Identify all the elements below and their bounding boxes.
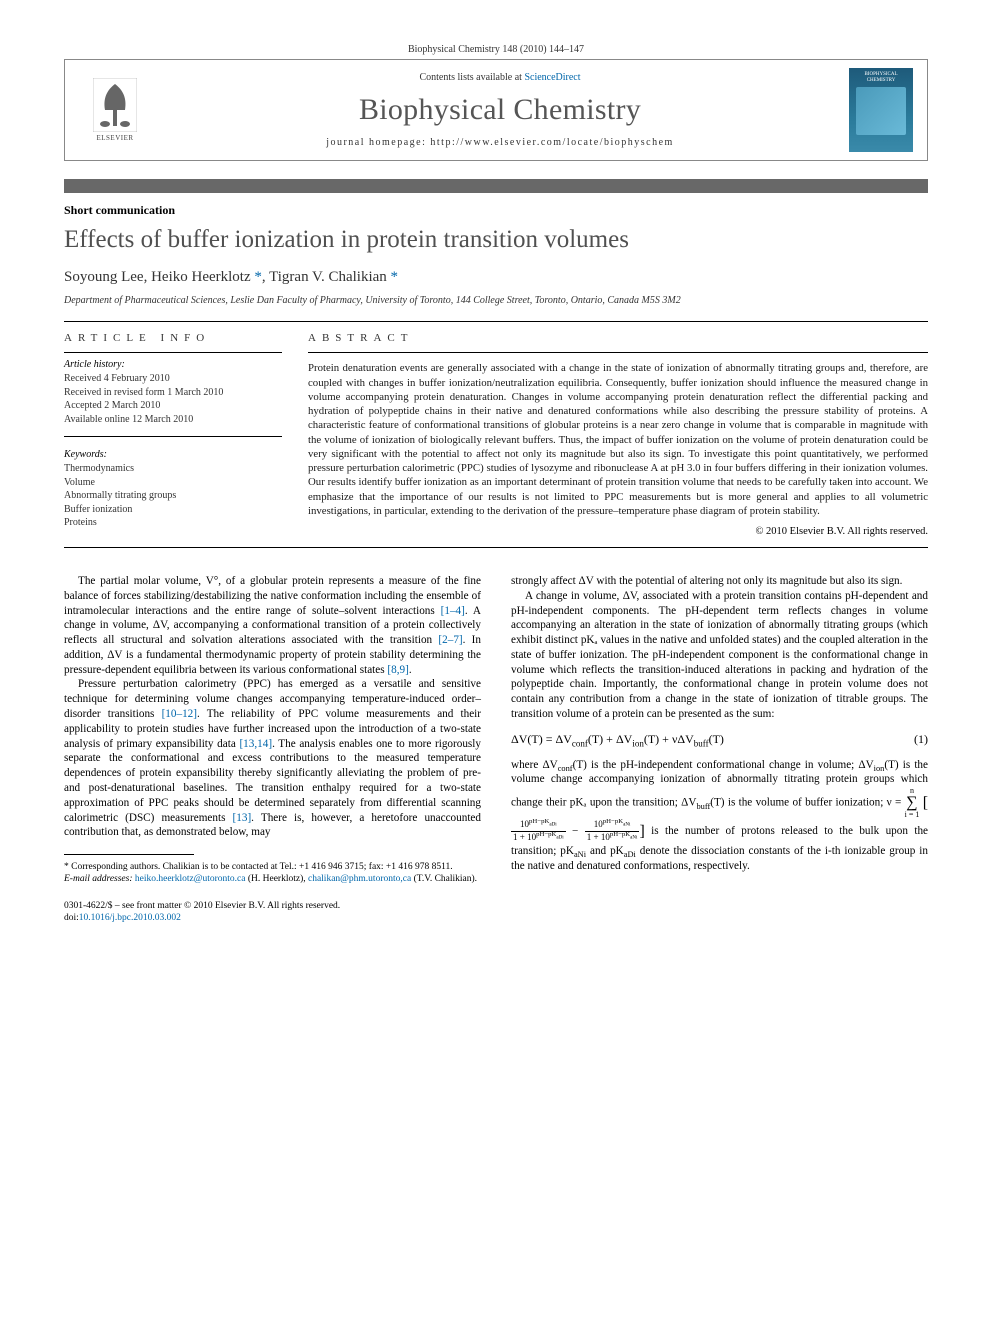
bottom-issn-doi: 0301-4622/$ – see front matter © 2010 El… [64,900,481,925]
history-heading: Article history: [64,359,282,370]
ref-2-7[interactable]: [2–7] [438,634,462,646]
cover-title-text: BIOPHYSICAL CHEMISTRY [853,72,909,83]
author-1: Soyoung Lee [64,269,144,285]
contents-available: Contents lists available at ScienceDirec… [161,72,839,83]
article-info-column: ARTICLE INFO Article history: Received 4… [64,332,282,537]
abstract-heading: ABSTRACT [308,332,928,344]
rule-above-meta [64,321,928,322]
email-link-1[interactable]: heiko.heerklotz@utoronto.ca [135,874,246,884]
journal-citation: Biophysical Chemistry 148 (2010) 144–147 [64,44,928,55]
article-type: Short communication [64,203,928,218]
body-right-column: strongly affect ΔV with the potential of… [511,574,928,924]
footnote-rule [64,854,194,855]
issn-line: 0301-4622/$ – see front matter © 2010 El… [64,900,481,912]
elsevier-logo: ELSEVIER [79,70,151,150]
history-revised: Received in revised form 1 March 2010 [64,386,282,400]
history-online: Available online 12 March 2010 [64,413,282,427]
journal-homepage: journal homepage: http://www.elsevier.co… [161,137,839,148]
keyword-1: Thermodynamics [64,462,282,476]
ref-1-4[interactable]: [1–4] [441,605,465,617]
abstract-copyright: © 2010 Elsevier B.V. All rights reserved… [308,526,928,537]
ref-10-12[interactable]: [10–12] [162,708,197,720]
paragraph-4: A change in volume, ΔV, associated with … [511,589,928,722]
elsevier-tree-icon [93,78,137,132]
paragraph-1: The partial molar volume, V°, of a globu… [64,574,481,677]
keyword-4: Buffer ionization [64,503,282,517]
doi-line: doi:10.1016/j.bpc.2010.03.002 [64,912,481,924]
corr-author-link-1[interactable]: * [254,269,262,285]
elsevier-wordmark: ELSEVIER [96,134,133,142]
paragraph-2: Pressure perturbation calorimetry (PPC) … [64,677,481,840]
body-left-column: The partial molar volume, V°, of a globu… [64,574,481,924]
contents-prefix: Contents lists available at [419,72,524,83]
author-2: Heiko Heerklotz [151,269,251,285]
ref-8-9[interactable]: [8,9] [387,664,408,676]
authors-line: Soyoung Lee, Heiko Heerklotz *, Tigran V… [64,269,928,286]
abstract-column: ABSTRACT Protein denaturation events are… [308,332,928,537]
history-accepted: Accepted 2 March 2010 [64,399,282,413]
history-received: Received 4 February 2010 [64,372,282,386]
article-info-heading: ARTICLE INFO [64,332,282,344]
article-title: Effects of buffer ionization in protein … [64,224,928,255]
equation-1: ΔV(T) = ΔVconf(T) + ΔVion(T) + νΔVbuff(T… [511,732,928,748]
equation-1-number: (1) [900,732,928,748]
email-footnote: E-mail addresses: heiko.heerklotz@utoron… [64,873,481,885]
paragraph-3: strongly affect ΔV with the potential of… [511,574,928,589]
sciencedirect-link[interactable]: ScienceDirect [524,72,580,83]
corr-author-link-2[interactable]: * [391,269,399,285]
email-link-2[interactable]: chalikan@phm.utoronto,ca [308,874,411,884]
keyword-5: Proteins [64,516,282,530]
abstract-text: Protein denaturation events are generall… [308,361,928,518]
paragraph-5: where ΔVconf(T) is the pH-independent co… [511,758,928,874]
author-3: Tigran V. Chalikian [269,269,387,285]
journal-cover-thumbnail: BIOPHYSICAL CHEMISTRY [849,68,913,152]
cover-image [856,87,906,135]
keyword-3: Abnormally titrating groups [64,489,282,503]
keywords-heading: Keywords: [64,449,282,460]
body-two-column: The partial molar volume, V°, of a globu… [64,574,928,924]
ref-13-14[interactable]: [13,14] [239,738,272,750]
rule-below-abstract [64,547,928,548]
affiliation: Department of Pharmaceutical Sciences, L… [64,294,928,307]
corresponding-footnote: * Corresponding authors. Chalikian is to… [64,861,481,873]
keyword-2: Volume [64,476,282,490]
journal-header: ELSEVIER Contents lists available at Sci… [64,59,928,161]
ref-13[interactable]: [13] [233,812,252,824]
doi-link[interactable]: 10.1016/j.bpc.2010.03.002 [79,913,181,923]
journal-name: Biophysical Chemistry [161,93,839,127]
separator-bar [64,179,928,193]
